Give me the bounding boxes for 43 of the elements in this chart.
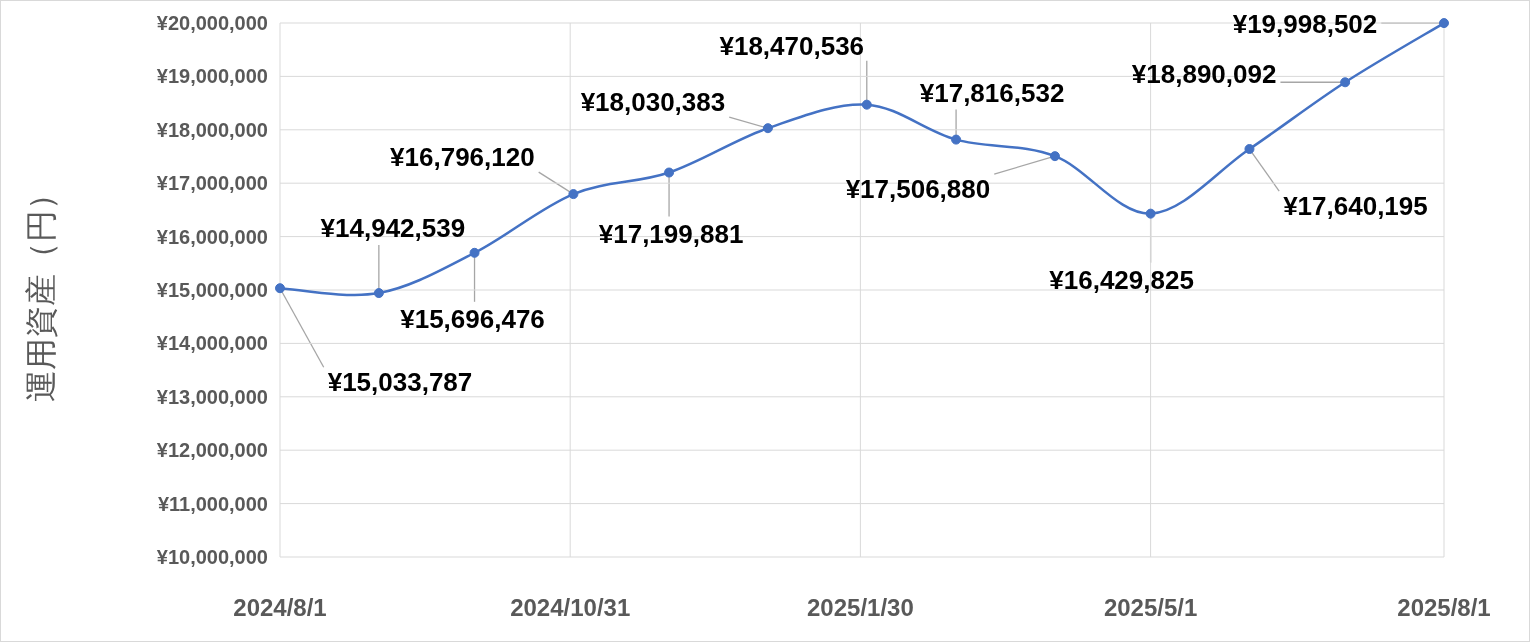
y-tick-label: ¥20,000,000 [156, 12, 268, 34]
y-tick-label: ¥10,000,000 [156, 546, 268, 568]
point [1049, 151, 1060, 162]
point [469, 247, 480, 258]
point [1145, 208, 1156, 219]
data-label: ¥18,470,536 [719, 30, 865, 61]
point [1244, 144, 1255, 155]
data-label: ¥18,030,383 [580, 87, 726, 118]
y-tick-label: ¥13,000,000 [156, 385, 268, 408]
data-label: ¥14,942,539 [320, 213, 466, 244]
y-tick-label: ¥15,000,000 [156, 279, 268, 301]
data-label: ¥17,816,532 [919, 77, 1065, 108]
y-tick-label: ¥11,000,000 [157, 492, 268, 515]
data-label: ¥16,796,120 [390, 142, 535, 173]
y-tick-label: ¥16,000,000 [156, 225, 268, 248]
point [762, 123, 773, 134]
y-tick-label: ¥18,000,000 [156, 118, 268, 141]
point [1439, 18, 1449, 29]
y-axis-title: 運用資産（円） [22, 178, 60, 402]
y-tick-label: ¥19,000,000 [156, 65, 268, 88]
point [951, 134, 962, 145]
point [275, 283, 285, 294]
point [373, 288, 384, 299]
point [664, 167, 675, 178]
data-label: ¥17,199,881 [598, 218, 744, 249]
x-tick-label: 2024/10/31 [510, 594, 631, 621]
data-label: ¥15,033,787 [327, 367, 473, 398]
x-tick-label: 2024/8/1 [233, 594, 327, 621]
point [861, 99, 872, 110]
data-label: ¥16,429,825 [1049, 264, 1194, 295]
data-label: ¥15,696,476 [400, 303, 545, 334]
x-tick-label: 2025/1/30 [807, 594, 914, 621]
point [1340, 77, 1351, 88]
point [568, 189, 579, 200]
data-label: ¥17,640,195 [1283, 191, 1428, 222]
data-label: ¥18,890,092 [1131, 59, 1277, 90]
y-tick-label: ¥12,000,000 [156, 439, 268, 462]
data-label: ¥19,998,502 [1232, 9, 1378, 40]
x-tick-label: 2025/5/1 [1103, 594, 1198, 621]
data-label: ¥17,506,880 [845, 174, 991, 205]
y-tick-label: ¥17,000,000 [156, 172, 268, 195]
x-tick-label: 2025/8/1 [1397, 594, 1491, 621]
y-tick-label: ¥14,000,000 [156, 332, 268, 355]
